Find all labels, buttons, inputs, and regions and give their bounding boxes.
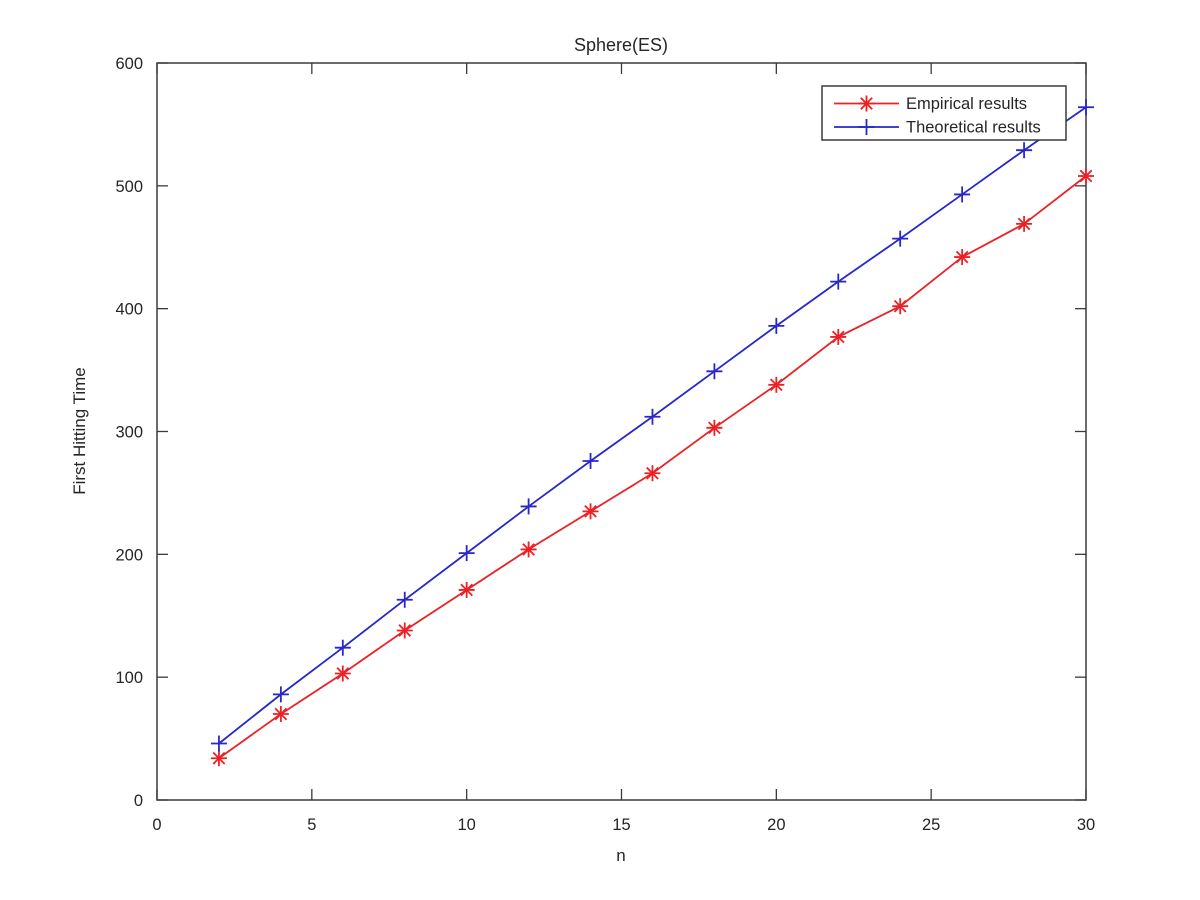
theoretical-marker [768, 317, 785, 334]
theoretical-marker [334, 639, 351, 656]
plot-frame [156, 62, 1087, 801]
x-tick-label: 25 [922, 816, 940, 834]
theoretical-marker [830, 273, 847, 290]
theoretical-marker [458, 545, 475, 562]
x-tick-label: 5 [307, 816, 316, 834]
theoretical-marker [582, 452, 599, 469]
theoretical-marker [210, 735, 227, 752]
theoretical-marker [706, 363, 723, 380]
empirical-marker [830, 328, 847, 345]
x-axis-label: n [616, 846, 625, 865]
plot-border [156, 62, 1087, 801]
legend: Empirical results Theoretical results [821, 85, 1067, 141]
theoretical-marker [644, 408, 661, 425]
empirical-marker [334, 665, 351, 682]
theoretical-marker [396, 591, 413, 608]
theoretical-marker [1078, 99, 1094, 116]
y-tick-label: 500 [115, 178, 143, 196]
y-tick-label: 300 [115, 424, 143, 442]
y-tick-label: 400 [115, 301, 143, 319]
empirical-marker [706, 419, 723, 436]
data-series [210, 99, 1094, 767]
legend-marker-theoretical [858, 119, 875, 135]
x-tick-label: 0 [152, 816, 161, 834]
legend-marker-empirical [858, 95, 875, 112]
empirical-marker [1016, 215, 1033, 232]
empirical-marker [892, 298, 909, 315]
theoretical-marker [892, 230, 909, 247]
y-axis-label: First Hitting Time [70, 367, 89, 495]
empirical-marker [954, 249, 971, 266]
y-tick-label: 100 [115, 669, 143, 687]
empirical-marker [272, 706, 289, 723]
empirical-marker [210, 750, 227, 767]
x-tick-label: 30 [1077, 816, 1095, 834]
empirical-marker [582, 503, 599, 520]
legend-label-empirical: Empirical results [906, 95, 1027, 113]
y-tick-label: 600 [115, 55, 143, 73]
theoretical-marker [520, 498, 537, 515]
empirical-marker [396, 622, 413, 639]
y-tick-label: 0 [134, 792, 143, 810]
x-tick-label: 10 [457, 816, 475, 834]
empirical-marker [768, 376, 785, 393]
empirical-marker [644, 465, 661, 482]
x-tick-label: 15 [612, 816, 630, 834]
theoretical-marker [954, 186, 971, 203]
empirical-marker [1078, 168, 1094, 185]
legend-label-theoretical: Theoretical results [906, 119, 1041, 137]
empirical-marker [520, 541, 537, 558]
theoretical-marker [272, 686, 289, 703]
empirical-marker [458, 581, 475, 598]
chart-title: Sphere(ES) [574, 35, 668, 55]
x-tick-label: 20 [767, 816, 785, 834]
theoretical-marker [1016, 142, 1033, 159]
legend-box [821, 85, 1067, 141]
y-tick-label: 200 [115, 546, 143, 564]
